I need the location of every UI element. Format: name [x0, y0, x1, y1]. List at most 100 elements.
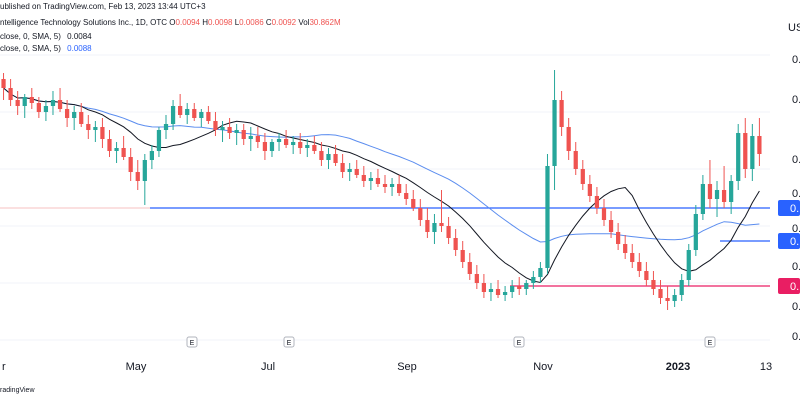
candle-body [481, 283, 487, 292]
candle [411, 190, 416, 211]
candle-body [36, 103, 41, 112]
candle-body [693, 214, 698, 250]
candle [361, 166, 366, 187]
price-tag-last-price: 0. [778, 200, 800, 216]
price-axis: 0.0.0.0.0.0.0.0.0.0.0. [778, 54, 800, 343]
candle [538, 262, 543, 283]
indicator-sma-2-label: close, 0, SMA, 5) [0, 44, 61, 53]
price-axis-label: 0. [792, 301, 800, 313]
candle-body [248, 136, 253, 139]
earnings-marker-label: E [708, 340, 713, 347]
candle-body [573, 151, 578, 169]
candle [658, 280, 663, 304]
candle [72, 106, 77, 130]
footer-brand: radingView [0, 387, 35, 394]
candle [672, 289, 677, 307]
candle [29, 88, 34, 109]
ohlc-vol: Vol30.862M [298, 18, 341, 27]
candle-body [298, 142, 303, 148]
candle-body [729, 181, 734, 202]
time-axis-label: 2023 [666, 361, 690, 373]
candle-body [269, 142, 275, 151]
candle [580, 160, 585, 190]
candle-body [686, 250, 691, 280]
indicator-sma-1[interactable]: close, 0, SMA, 5) 0.0084 [0, 32, 92, 41]
candle-body [538, 268, 543, 277]
candle [446, 217, 451, 244]
candle [248, 127, 253, 151]
candle-body [128, 157, 133, 172]
earnings-marker-label: E [287, 340, 292, 347]
ohlc-h: H0.0098 [202, 18, 233, 27]
indicator-sma-2[interactable]: close, 0, SMA, 5) 0.0088 [0, 44, 92, 53]
candle [149, 145, 154, 169]
candle [276, 133, 282, 151]
candle [269, 139, 275, 157]
candle [481, 274, 487, 298]
candle [64, 100, 70, 127]
candle-body [107, 139, 112, 151]
candle-body [185, 109, 190, 115]
candle [637, 253, 642, 277]
earnings-marker-box [513, 336, 525, 348]
candle [340, 154, 345, 178]
ohlc-o-value: 0.0094 [175, 18, 200, 27]
candle [594, 187, 600, 214]
sma-blue-line [3, 87, 760, 243]
candle-body [163, 124, 169, 130]
candle-body [276, 139, 282, 142]
candle-body [397, 184, 402, 193]
candle [545, 154, 550, 274]
candle-body [86, 124, 91, 130]
candle-body [510, 286, 515, 292]
candle-body [312, 145, 317, 151]
candle [326, 148, 331, 169]
earnings-marker-box [704, 336, 716, 348]
candle [736, 124, 741, 190]
candle [50, 91, 56, 115]
symbol-name: ntelligence Technology Solutions Inc., 1… [0, 18, 168, 27]
candle [693, 205, 698, 256]
candle [404, 184, 409, 205]
candle-body [199, 112, 204, 118]
price-tag-low: 0. [778, 278, 800, 294]
candle-body [651, 280, 656, 289]
time-axis-label: Sep [397, 361, 417, 373]
candle-body [319, 151, 324, 160]
candle [114, 142, 119, 163]
ohlc-h-value: 0.0098 [208, 18, 233, 27]
candle-body [121, 148, 126, 157]
candle [566, 118, 571, 160]
candle-body [142, 160, 147, 181]
candle [517, 277, 522, 295]
candle-body [361, 175, 366, 181]
candle-body [340, 163, 345, 172]
candle [651, 271, 656, 295]
price-axis-label: 0. [792, 188, 800, 200]
candle [587, 175, 592, 202]
candle [644, 262, 649, 286]
candle-body [460, 250, 465, 262]
candle [474, 265, 479, 289]
price-axis-label: 0. [792, 331, 800, 343]
price-axis-label: 0. [792, 223, 800, 235]
candle [679, 274, 684, 301]
candle-body [531, 277, 536, 283]
candle [439, 190, 444, 232]
candle [743, 118, 748, 178]
earnings-marker-box [283, 336, 295, 348]
candle [291, 136, 296, 154]
candle-body [15, 100, 20, 106]
candle-body [594, 196, 600, 208]
candles [1, 70, 762, 310]
candle-body [559, 100, 564, 127]
price-tag-bg [778, 278, 800, 294]
candle [79, 103, 84, 127]
candle-body [502, 292, 508, 295]
candle [178, 94, 183, 118]
candle-body [326, 154, 331, 160]
candle-body [305, 145, 310, 148]
candle-body [566, 127, 571, 151]
earnings-marker-label: E [517, 340, 522, 347]
